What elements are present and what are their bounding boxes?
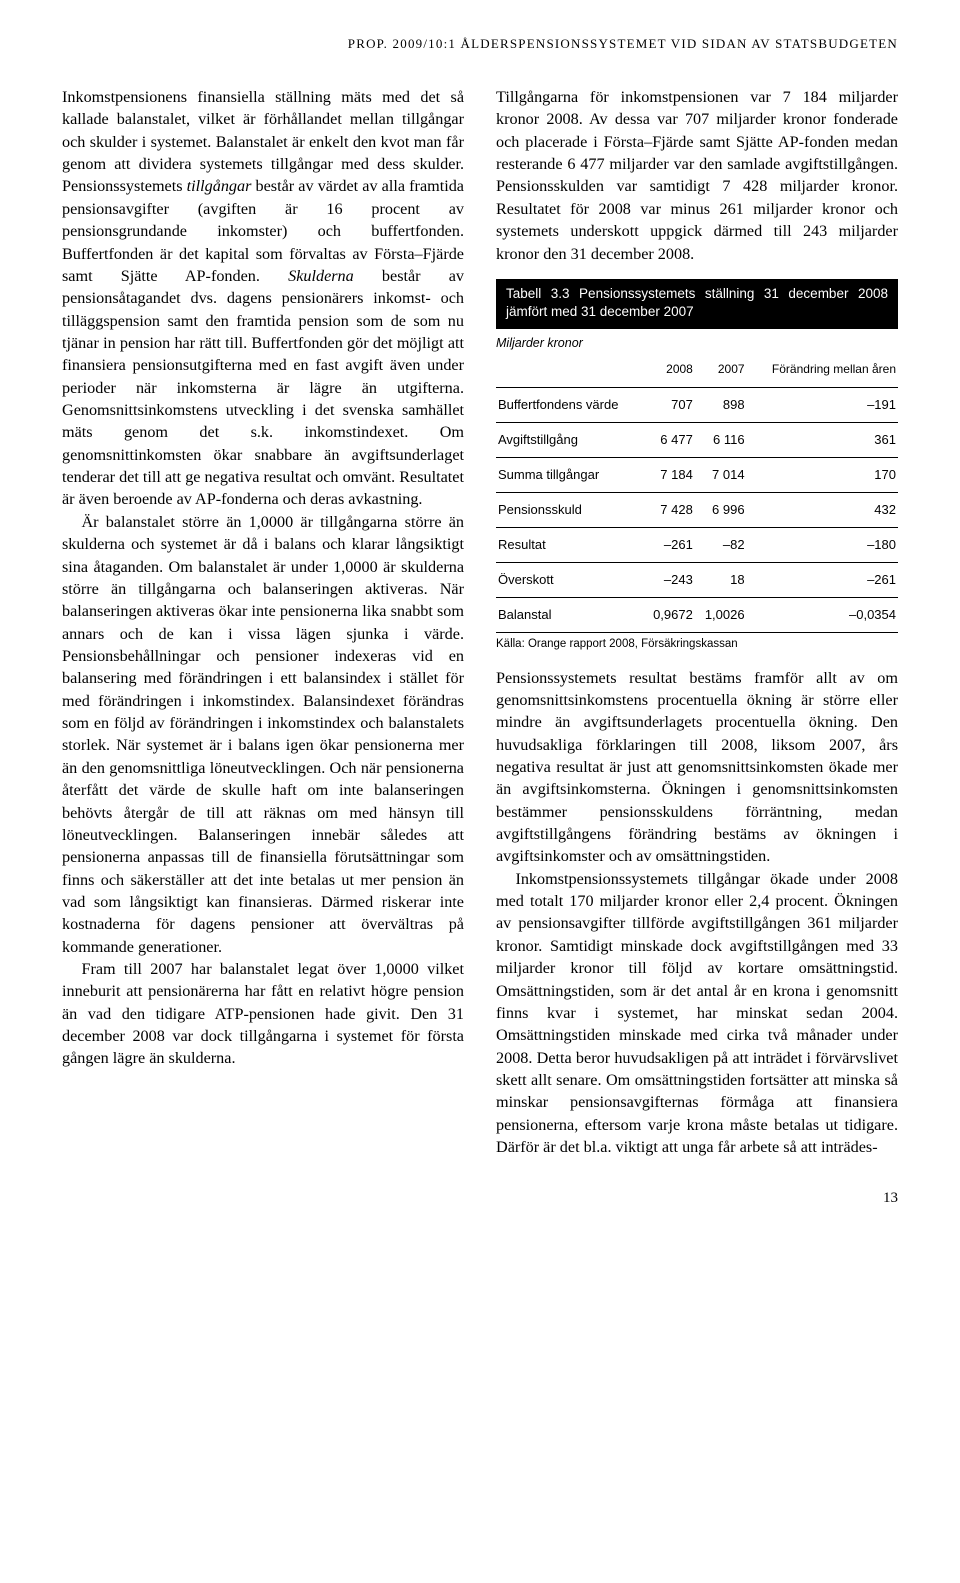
italic-term: Skulderna — [288, 267, 354, 285]
table-unit: Miljarder kronor — [496, 335, 898, 352]
table-cell: Avgiftstillgång — [496, 423, 643, 458]
table-header-cell: 2007 — [695, 357, 747, 388]
table-cell: –180 — [747, 527, 898, 562]
table-cell: –191 — [747, 388, 898, 423]
right-paragraph-1: Tillgångarna för inkomstpensionen var 7 … — [496, 86, 898, 265]
table-cell: 6 477 — [643, 423, 695, 458]
table-cell: –243 — [643, 562, 695, 597]
left-paragraph-2: Är balanstalet större än 1,0000 är tillg… — [62, 511, 464, 958]
table-cell: Överskott — [496, 562, 643, 597]
table-cell: Balanstal — [496, 597, 643, 632]
table-cell: 18 — [695, 562, 747, 597]
table-cell: 898 — [695, 388, 747, 423]
table-cell: –82 — [695, 527, 747, 562]
table-cell: Resultat — [496, 527, 643, 562]
table-source: Källa: Orange rapport 2008, Försäkringsk… — [496, 637, 898, 653]
left-paragraph-3: Fram till 2007 har balanstalet legat öve… — [62, 958, 464, 1070]
right-column: Tillgångarna för inkomstpensionen var 7 … — [496, 86, 898, 1158]
table-cell: 6 116 — [695, 423, 747, 458]
table-row: Avgiftstillgång 6 477 6 116 361 — [496, 423, 898, 458]
table-row: Buffertfondens värde 707 898 –191 — [496, 388, 898, 423]
table-row: Balanstal 0,9672 1,0026 –0,0354 — [496, 597, 898, 632]
text-span: består av pensionsåtagandet dvs. dagens … — [62, 267, 464, 509]
table-header-row: 2008 2007 Förändring mellan åren — [496, 357, 898, 388]
table-cell: Pensionsskuld — [496, 492, 643, 527]
left-paragraph-1: Inkomstpensionens finansiella ställning … — [62, 86, 464, 511]
table-cell: –0,0354 — [747, 597, 898, 632]
table-header-cell: Förändring mellan åren — [747, 357, 898, 388]
page-number: 13 — [62, 1190, 898, 1207]
table-cell: –261 — [747, 562, 898, 597]
table-cell: 6 996 — [695, 492, 747, 527]
table-row: Överskott –243 18 –261 — [496, 562, 898, 597]
table-cell: Buffertfondens värde — [496, 388, 643, 423]
table-title: Tabell 3.3 Pensionssystemets ställning 3… — [506, 286, 888, 319]
table-cell: 361 — [747, 423, 898, 458]
right-paragraph-2: Pensionssystemets resultat bestäms framf… — [496, 667, 898, 868]
table-cell: 432 — [747, 492, 898, 527]
table-title-block: Tabell 3.3 Pensionssystemets ställning 3… — [496, 279, 898, 329]
table-row: Summa tillgångar 7 184 7 014 170 — [496, 457, 898, 492]
table-cell: 7 428 — [643, 492, 695, 527]
table-cell: 7 014 — [695, 457, 747, 492]
table-cell: 0,9672 — [643, 597, 695, 632]
running-header: PROP. 2009/10:1 ÅLDERSPENSIONSSYSTEMET V… — [62, 36, 898, 52]
table-cell: 1,0026 — [695, 597, 747, 632]
table-cell: 170 — [747, 457, 898, 492]
right-paragraph-3: Inkomstpensionssystemets tillgångar ökad… — [496, 868, 898, 1159]
table-cell: –261 — [643, 527, 695, 562]
table-cell: 7 184 — [643, 457, 695, 492]
table-cell: Summa tillgångar — [496, 457, 643, 492]
pension-table: 2008 2007 Förändring mellan åren Buffert… — [496, 357, 898, 633]
left-column: Inkomstpensionens finansiella ställning … — [62, 86, 464, 1158]
table-cell: 707 — [643, 388, 695, 423]
table-row: Resultat –261 –82 –180 — [496, 527, 898, 562]
two-column-layout: Inkomstpensionens finansiella ställning … — [62, 86, 898, 1158]
table-header-cell — [496, 357, 643, 388]
table-header-cell: 2008 — [643, 357, 695, 388]
italic-term: tillgångar — [187, 177, 252, 195]
table-row: Pensionsskuld 7 428 6 996 432 — [496, 492, 898, 527]
